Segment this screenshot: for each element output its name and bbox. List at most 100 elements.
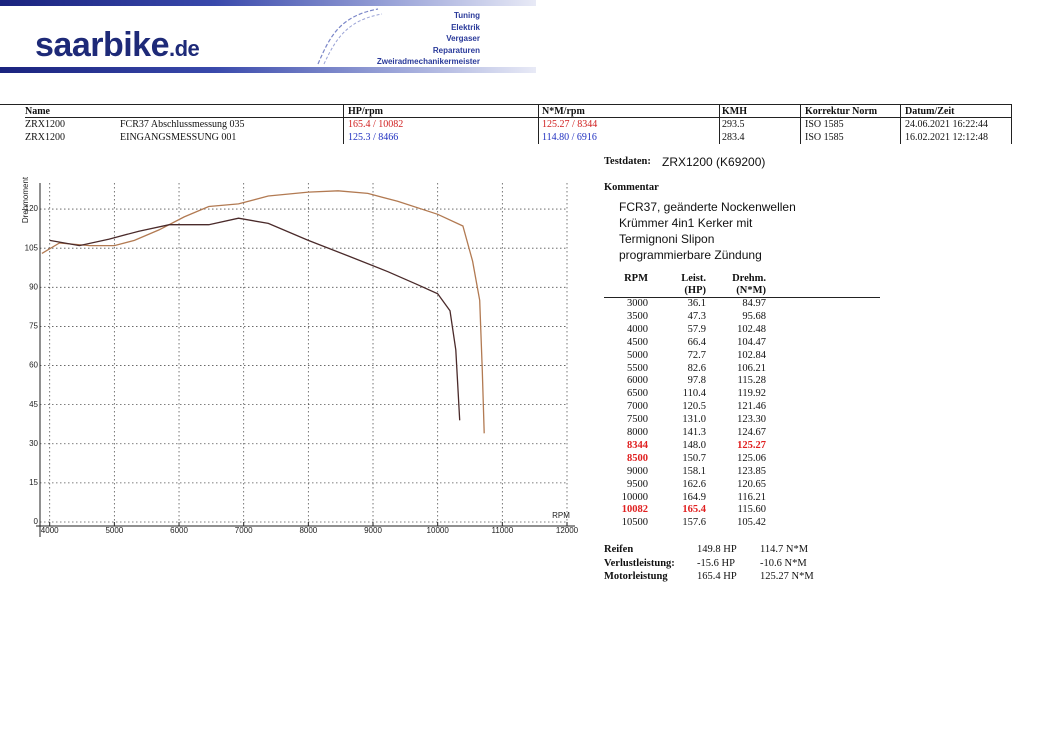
service-line: Tuning xyxy=(453,11,480,20)
table-cell: 57.9 xyxy=(687,323,706,335)
table-cell: 120.5 xyxy=(682,401,706,413)
column-header: Datum/Zeit xyxy=(905,106,955,117)
table-cell: 165.4 xyxy=(682,504,706,516)
table-cell: 105.42 xyxy=(737,517,766,529)
column-header: Drehm. xyxy=(732,273,766,284)
y-tick-label: 75 xyxy=(29,322,38,331)
table-cell: 119.92 xyxy=(737,388,767,400)
table-cell: 283.4 xyxy=(722,132,745,143)
summary-value: 165.4 HP xyxy=(697,571,737,582)
table-cell: 3000 xyxy=(627,298,648,309)
table-cell: 9500 xyxy=(627,478,648,490)
table-cell: 125.27 / 8344 xyxy=(542,119,598,130)
y-tick-label: 45 xyxy=(29,400,38,409)
table-cell: 10500 xyxy=(621,517,648,529)
torque-curve xyxy=(49,217,461,421)
column-separator xyxy=(719,104,720,144)
table-cell: 164.9 xyxy=(682,491,706,503)
column-header: Korrektur Norm xyxy=(805,106,878,117)
service-line: Vergaser xyxy=(446,34,480,43)
table-cell: 7500 xyxy=(627,414,648,426)
summary-value: -15.6 HP xyxy=(697,557,735,569)
logo-suffix: .de xyxy=(169,36,200,61)
column-separator xyxy=(800,104,801,144)
table-cell: 102.48 xyxy=(737,323,766,335)
table-cell: 124.67 xyxy=(737,427,766,438)
table-cell: 293.5 xyxy=(722,119,745,130)
column-header: (N*M) xyxy=(736,285,766,296)
column-separator xyxy=(1011,104,1012,144)
table-cell: 115.60 xyxy=(737,504,767,516)
summary-value: 125.27 N*M xyxy=(760,571,814,582)
table-cell: 123.85 xyxy=(737,465,766,477)
service-line: Reparaturen xyxy=(432,45,480,55)
table-cell: 3500 xyxy=(627,310,648,322)
summary-label: Motorleistung xyxy=(604,571,668,582)
summary-label: Verlustleistung: xyxy=(604,557,675,569)
y-tick-label: 30 xyxy=(29,439,38,448)
comment-line: Krümmer 4in1 Kerker mit xyxy=(619,216,753,230)
table-cell: 6000 xyxy=(627,375,648,387)
value: ZRX1200 (K69200) xyxy=(662,155,766,169)
table-cell: 131.0 xyxy=(682,414,706,426)
table-cell: 72.7 xyxy=(687,349,706,361)
summary-value: -10.6 N*M xyxy=(760,557,807,569)
table-cell: 125.3 / 8466 xyxy=(348,132,399,143)
table-top-line xyxy=(0,104,1012,105)
table-cell: 125.27 xyxy=(737,439,766,451)
table-cell: 110.4 xyxy=(682,388,706,400)
table-cell: 9000 xyxy=(627,465,648,477)
column-separator xyxy=(538,104,539,144)
table-cell: 8344 xyxy=(627,439,648,451)
service-line: Zweiradmechanikermeister xyxy=(376,57,480,66)
table-cell: 4000 xyxy=(627,323,648,335)
logo-text: saarbike xyxy=(35,26,170,64)
x-tick-label: 4000 xyxy=(41,526,59,535)
table-cell: 16.02.2021 12:12:48 xyxy=(905,132,989,143)
comment-line: FCR37, geänderte Nockenwellen xyxy=(619,200,796,214)
column-separator xyxy=(343,104,344,144)
label: Testdaten: xyxy=(604,156,651,167)
y-tick-label: 60 xyxy=(29,361,38,370)
table-cell: ISO 1585 xyxy=(805,119,844,130)
column-header: Name xyxy=(25,106,50,117)
table-cell: 97.8 xyxy=(687,375,706,387)
x-tick-label: 8000 xyxy=(299,526,317,535)
table-cell: 66.4 xyxy=(687,336,706,348)
table-cell: 114.80 / 6916 xyxy=(542,132,597,143)
table-cell: 10000 xyxy=(621,491,648,503)
table-cell: 123.30 xyxy=(737,414,766,426)
table-cell: FCR37 Abschlussmessung 035 xyxy=(120,119,245,130)
table-cell: 84.97 xyxy=(742,298,766,309)
table-cell: 165.4 / 10082 xyxy=(348,119,404,130)
table-cell: ISO 1585 xyxy=(805,132,844,143)
table-cell: 162.6 xyxy=(682,478,706,490)
summary-label: Reifen xyxy=(604,544,634,555)
table-cell: 106.21 xyxy=(737,362,766,374)
column-header: HP/rpm xyxy=(348,106,383,117)
summary-value: 114.7 N*M xyxy=(760,544,809,555)
table-cell: 82.6 xyxy=(687,362,706,374)
table-cell: 4500 xyxy=(627,336,648,348)
table-cell: 6500 xyxy=(627,388,648,400)
summary-value: 149.8 HP xyxy=(697,544,737,555)
column-header: KMH xyxy=(722,106,747,117)
y-tick-label: 120 xyxy=(25,204,39,213)
x-tick-label: 12000 xyxy=(556,526,579,535)
table-cell: 7000 xyxy=(627,401,648,413)
column-header: (HP) xyxy=(684,285,706,296)
table-cell: 5500 xyxy=(627,362,648,374)
x-tick-label: 11000 xyxy=(492,526,514,535)
banner-stripe xyxy=(0,67,536,73)
table-cell: 125.06 xyxy=(737,452,766,464)
y-tick-label: 105 xyxy=(25,243,39,252)
table-cell: 115.28 xyxy=(737,375,767,387)
x-tick-label: 5000 xyxy=(105,526,123,535)
table-cell: 5000 xyxy=(627,349,648,361)
table-cell: ZRX1200 xyxy=(25,132,65,143)
table-cell: 157.6 xyxy=(682,517,706,529)
y-tick-label: 15 xyxy=(29,478,38,487)
x-axis-label: RPM xyxy=(552,511,570,520)
table-cell: 158.1 xyxy=(682,465,706,477)
